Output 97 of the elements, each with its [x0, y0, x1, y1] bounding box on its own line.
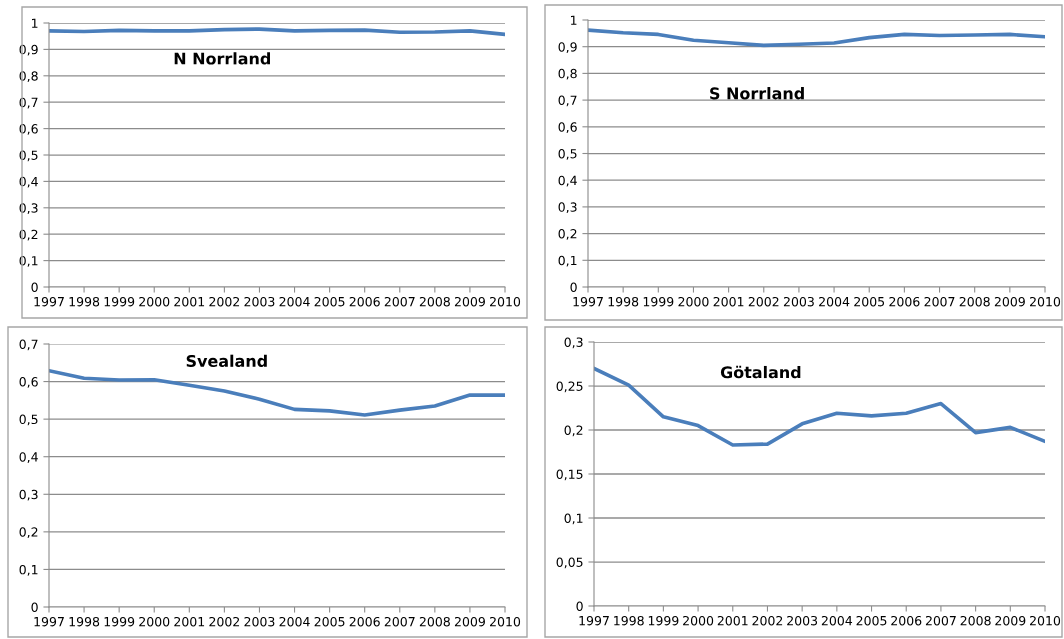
x-tick-label: 1998	[69, 296, 100, 307]
x-tick-label: 2009	[454, 296, 485, 307]
y-tick-label: 0,9	[19, 44, 38, 56]
x-tick-label: 2009	[995, 615, 1026, 626]
x-tick-label: 2003	[244, 296, 275, 307]
x-tick-label: 2007	[925, 615, 956, 626]
x-tick-label: 2002	[752, 615, 783, 626]
y-tick-label: 0,3	[558, 202, 577, 214]
y-tick-label: 0,7	[19, 97, 38, 109]
x-tick-label: 2003	[783, 296, 814, 307]
x-tick-label: 2000	[139, 616, 170, 627]
x-tick-label: 2000	[683, 615, 714, 626]
text: Svealand	[186, 354, 267, 368]
y-tick-label: 0,1	[19, 256, 38, 267]
y-tick-label: 0,7	[19, 339, 38, 351]
y-tick-label: 1	[571, 15, 577, 25]
y-tick-label: 0,1	[558, 255, 577, 267]
x-tick-label: 2004	[279, 296, 310, 307]
y-tick-label: 0,8	[558, 68, 577, 80]
y-tick-label: 0,5	[19, 414, 38, 426]
x-tick-label: 2008	[419, 296, 450, 307]
x-tick-label: 2007	[384, 616, 415, 627]
x-tick-label: 2006	[349, 616, 380, 627]
x-tick-label: 2010	[490, 616, 521, 627]
x-tick-label: 2003	[787, 615, 818, 626]
y-tick-label: 0,2	[19, 229, 38, 241]
x-tick-label: 1999	[104, 296, 135, 307]
x-tick-label: 2005	[314, 296, 345, 307]
x-tick-label: 2008	[419, 616, 450, 627]
y-tick-label: 0,15	[556, 469, 583, 481]
x-tick-label: 2005	[856, 615, 887, 626]
x-tick-label: 2002	[209, 616, 240, 627]
x-tick-label: 2010	[1030, 615, 1061, 626]
y-tick-label: 0,1	[19, 564, 38, 576]
x-tick-label: 1997	[34, 616, 64, 627]
x-tick-label: 2009	[994, 296, 1025, 307]
y-tick-label: 0,2	[558, 229, 577, 240]
y-tick-label: 0,25	[556, 381, 583, 393]
y-tick-label: 0	[570, 282, 577, 292]
text: Götaland	[720, 365, 801, 379]
x-tick-label: 2001	[174, 616, 205, 627]
x-tick-label: 2008	[960, 615, 991, 626]
x-tick-label: 2004	[819, 296, 850, 307]
x-tick-label: 2005	[314, 616, 345, 627]
x-tick-label: 1998	[608, 296, 639, 307]
text: N Norrland	[174, 52, 270, 65]
x-tick-label: 2006	[349, 296, 380, 307]
y-tick-label: 0,5	[19, 150, 38, 162]
x-tick-label: 2006	[889, 296, 920, 307]
x-tick-label: 2001	[174, 296, 205, 307]
x-tick-label: 1997	[34, 296, 64, 307]
y-tick-label: 0,7	[558, 95, 577, 107]
x-tick-label: 2004	[279, 616, 310, 627]
x-tick-label: 2001	[717, 615, 748, 626]
x-tick-label: 2007	[924, 296, 955, 307]
x-tick-label: 2010	[490, 296, 521, 307]
y-tick-label: 0,4	[19, 452, 38, 463]
x-tick-label: 2010	[1030, 296, 1061, 307]
x-tick-label: 1998	[614, 615, 644, 626]
y-tick-label: 0,2	[564, 425, 583, 437]
y-tick-label: 0	[31, 282, 38, 292]
x-tick-label: 2005	[854, 296, 885, 307]
y-tick-label: 0	[31, 602, 38, 612]
y-tick-label: 0,1	[564, 513, 583, 525]
x-tick-label: 2008	[959, 296, 990, 307]
x-tick-label: 2006	[891, 615, 922, 626]
x-tick-label: 2000	[678, 296, 709, 307]
x-tick-label: 2004	[821, 615, 853, 626]
y-tick-label: 0,8	[19, 71, 38, 82]
text: S Norrland	[710, 87, 804, 100]
x-tick-label: 2000	[139, 296, 170, 307]
x-tick-label: 2003	[244, 616, 275, 627]
x-tick-label: 1998	[69, 616, 100, 627]
x-tick-label: 2002	[748, 296, 779, 307]
x-tick-label: 2009	[454, 616, 485, 627]
y-tick-label: 0,3	[19, 203, 38, 214]
y-tick-label: 0,6	[19, 124, 38, 135]
y-tick-label: 0,3	[19, 489, 38, 501]
x-tick-label: 1999	[104, 616, 135, 627]
x-tick-label: 1997	[573, 296, 603, 307]
y-tick-label: 0,9	[558, 42, 577, 53]
y-tick-label: 1	[32, 18, 38, 28]
x-tick-label: 2007	[384, 296, 415, 307]
x-tick-label: 2002	[209, 296, 240, 307]
x-tick-label: 2001	[713, 296, 744, 307]
y-tick-label: 0,2	[19, 527, 38, 539]
y-tick-label: 0,6	[558, 122, 577, 133]
y-tick-label: 0,05	[556, 557, 583, 569]
y-tick-label: 0,6	[19, 377, 38, 388]
x-tick-label: 1999	[643, 296, 674, 307]
y-tick-label: 0,4	[558, 175, 577, 187]
y-tick-label: 0,3	[564, 337, 583, 349]
y-tick-label: 0,5	[558, 148, 577, 160]
y-tick-label: 0	[576, 601, 583, 611]
x-tick-label: 1999	[648, 615, 679, 626]
x-tick-label: 1997	[579, 615, 609, 626]
y-tick-label: 0,4	[19, 176, 38, 188]
